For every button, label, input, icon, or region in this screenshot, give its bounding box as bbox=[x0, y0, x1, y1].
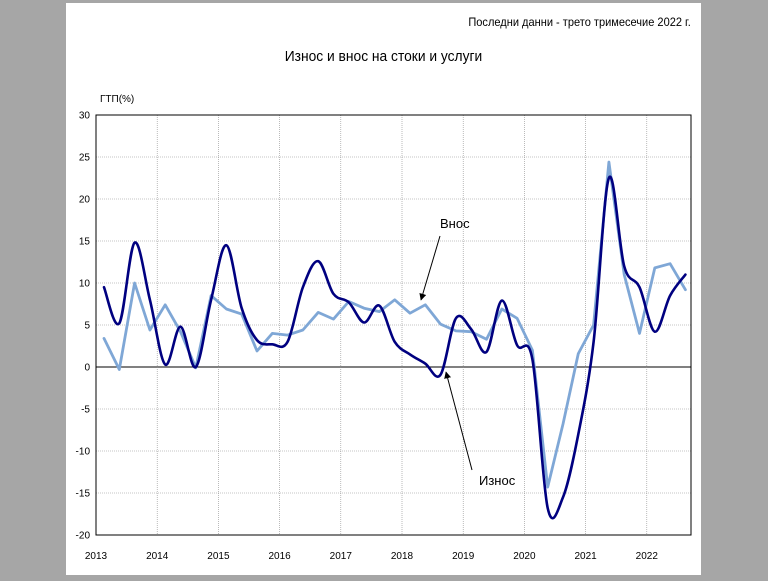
x-tick-labels: 2013 2014 2015 2016 2017 2018 2019 2020 2021 2022 bbox=[85, 551, 658, 562]
y-tick-label: 30 bbox=[79, 111, 91, 122]
annotation-arrow bbox=[419, 235, 441, 301]
x-tick-label: 2018 bbox=[391, 551, 414, 562]
x-tick-label: 2014 bbox=[146, 551, 169, 562]
series-lines bbox=[102, 160, 687, 520]
annotation-import: Внос bbox=[440, 216, 470, 231]
y-tick-label: -15 bbox=[76, 489, 91, 500]
series-line-import bbox=[102, 160, 687, 489]
y-tick-label: 20 bbox=[79, 195, 91, 206]
x-tick-label: 2015 bbox=[207, 551, 230, 562]
x-tick-label: 2013 bbox=[85, 551, 108, 562]
y-tick-label: 10 bbox=[79, 279, 91, 290]
x-tick-label: 2020 bbox=[513, 551, 536, 562]
y-tick-label: 0 bbox=[84, 363, 90, 374]
annotations: Внос Износ bbox=[419, 216, 516, 488]
x-tick-label: 2016 bbox=[268, 551, 291, 562]
last-data-note: Последни данни - трето тримесечие 2022 г… bbox=[468, 15, 691, 29]
annotation-export: Износ bbox=[479, 473, 516, 488]
x-tick-label: 2019 bbox=[452, 551, 475, 562]
x-tick-label: 2017 bbox=[330, 551, 353, 562]
annotation-arrow bbox=[444, 371, 473, 471]
y-tick-label: -20 bbox=[76, 531, 91, 542]
plot-area bbox=[95, 114, 692, 536]
x-tick-label: 2022 bbox=[636, 551, 659, 562]
y-axis-label: ГТП(%) bbox=[100, 94, 134, 105]
y-tick-label: -10 bbox=[76, 447, 91, 458]
y-tick-label: 15 bbox=[79, 237, 91, 248]
y-tick-labels: -20 -15 -10 -5 0 5 10 15 20 25 30 bbox=[76, 111, 91, 542]
chart-title: Износ и внос на стоки и услуги bbox=[284, 48, 483, 65]
y-tick-label: 5 bbox=[84, 321, 90, 332]
series-line-export bbox=[102, 175, 687, 520]
grid-lines bbox=[96, 114, 691, 536]
y-tick-label: 25 bbox=[79, 153, 91, 164]
axes bbox=[95, 114, 692, 536]
y-tick-label: -5 bbox=[81, 405, 90, 416]
chart-frame: Последни данни - трето тримесечие 2022 г… bbox=[66, 3, 701, 575]
x-tick-label: 2021 bbox=[574, 551, 597, 562]
